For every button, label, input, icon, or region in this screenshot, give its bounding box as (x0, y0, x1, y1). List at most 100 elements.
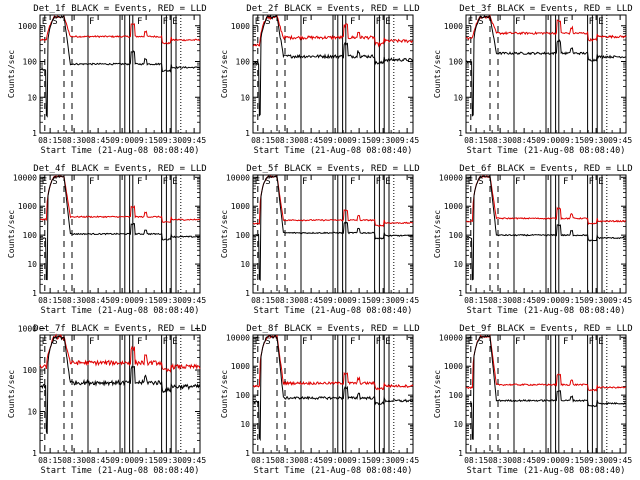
event-rate-line (252, 174, 414, 281)
x-tick-label: 09:15 (560, 136, 584, 145)
interval-flag-f: F (515, 177, 520, 187)
interval-flag-e: E (172, 337, 177, 347)
title-suffix: BLACK = Events, RED = LLD (284, 324, 419, 334)
interval-flag-s: S (52, 337, 57, 347)
x-tick-label: 08:45 (299, 456, 323, 465)
panel-title: Det_8f BLACK = Events, RED = LLD (246, 324, 419, 334)
title-suffix: BLACK = Events, RED = LLD (497, 324, 632, 334)
event-rate-line (466, 174, 627, 281)
x-tick-label: 08:15 (38, 136, 62, 145)
detector-name: Det_5f (246, 164, 279, 174)
panel-det_7f: Det_7f BLACK = Events, RED = LLD 1 10 100 10… (7, 324, 207, 476)
y-tick-label: 1 (458, 449, 463, 458)
x-tick-label: 09:00 (536, 296, 560, 305)
interval-flag-e: E (385, 177, 390, 187)
y-tick-label: 100 (23, 366, 38, 375)
x-tick-label: 09:15 (560, 456, 584, 465)
panel-title: Det_1f BLACK = Events, RED = LLD (33, 4, 206, 14)
x-tick-label: 09:45 (608, 136, 632, 145)
x-tick-label: 08:15 (251, 456, 275, 465)
interval-flag-s: S (265, 17, 270, 27)
event-rate-line (465, 334, 627, 440)
y-tick-label: 100 (236, 391, 251, 400)
x-tick-label: 08:15 (464, 296, 488, 305)
panel-det_9f: Det_9f BLACK = Events, RED = LLD 1 10 100 10… (433, 324, 633, 476)
y-axis-label: Counts/sec (7, 370, 16, 418)
x-tick-label: 09:30 (371, 456, 395, 465)
y-tick-label: 10 (27, 408, 37, 417)
interval-flag-e: E (255, 177, 260, 187)
x-tick-label: 08:45 (86, 296, 110, 305)
y-tick-label: 10000 (226, 333, 250, 342)
title-suffix: BLACK = Events, RED = LLD (71, 4, 206, 14)
x-tick-label: 09:00 (110, 456, 134, 465)
x-tick-label: 09:15 (347, 456, 371, 465)
x-tick-label: 09:15 (347, 296, 371, 305)
interval-flag-e: E (598, 177, 603, 187)
y-tick-label: 10 (27, 260, 37, 269)
y-tick-label: 100 (23, 58, 38, 67)
x-tick-label: 09:15 (347, 136, 371, 145)
interval-flag-f: F (89, 337, 94, 347)
event-rate-line (252, 14, 414, 117)
x-tick-label: 08:15 (38, 296, 62, 305)
detector-name: Det_2f (246, 4, 279, 14)
x-tick-label: 09:30 (158, 296, 182, 305)
event-rate-line (39, 335, 201, 435)
y-tick-label: 1000 (444, 22, 463, 31)
x-tick-label: 09:15 (134, 136, 158, 145)
interval-flag-f: F (137, 337, 142, 347)
detector-name: Det_9f (459, 324, 492, 334)
x-tick-label: 08:45 (512, 296, 536, 305)
title-suffix: BLACK = Events, RED = LLD (497, 164, 632, 174)
interval-flag-f: F (589, 337, 594, 347)
y-tick-label: 1000 (444, 362, 463, 371)
panel-title: Det_9f BLACK = Events, RED = LLD (459, 324, 632, 334)
x-tick-label: 09:30 (158, 456, 182, 465)
x-tick-label: 08:30 (62, 136, 86, 145)
x-axis-label: Start Time (21-Aug-08 08:08:40) (254, 146, 413, 156)
interval-flag-e: E (42, 17, 47, 27)
title-suffix: BLACK = Events, RED = LLD (497, 4, 632, 14)
y-tick-label: 10 (240, 93, 250, 102)
detector-name: Det_8f (246, 324, 279, 334)
lld-rate-line (252, 334, 414, 391)
detector-name: Det_4f (33, 164, 66, 174)
title-suffix: BLACK = Events, RED = LLD (284, 164, 419, 174)
x-axis-label: Start Time (21-Aug-08 08:08:40) (41, 146, 200, 156)
interval-flag-f: F (350, 17, 355, 27)
y-tick-label: 10 (453, 260, 463, 269)
x-tick-label: 09:00 (536, 136, 560, 145)
x-tick-label: 08:45 (86, 456, 110, 465)
interval-flag-f: F (89, 177, 94, 187)
y-tick-label: 100 (449, 58, 464, 67)
y-axis-label: Counts/sec (433, 370, 442, 418)
y-tick-label: 100 (236, 58, 251, 67)
x-tick-label: 09:00 (323, 136, 347, 145)
interval-flag-e: E (385, 17, 390, 27)
x-tick-label: 08:15 (464, 136, 488, 145)
panel-det_1f: Det_1f BLACK = Events, RED = LLD 1 10 100 10… (7, 4, 207, 156)
interval-flag-s: S (478, 17, 483, 27)
interval-flag-e: E (385, 337, 390, 347)
interval-flag-f: F (302, 337, 307, 347)
y-tick-label: 100 (236, 231, 251, 240)
x-axis-label: Start Time (21-Aug-08 08:08:40) (467, 466, 626, 476)
x-tick-label: 08:45 (512, 456, 536, 465)
lld-rate-line (465, 334, 627, 392)
interval-flag-f: F (163, 177, 168, 187)
x-tick-label: 09:15 (134, 296, 158, 305)
interval-flag-f: F (563, 17, 568, 27)
interval-flag-e: E (172, 17, 177, 27)
panel-title: Det_4f BLACK = Events, RED = LLD (33, 164, 206, 174)
y-axis-label: Counts/sec (220, 370, 229, 418)
y-tick-label: 1 (458, 129, 463, 138)
y-tick-label: 1000 (18, 22, 37, 31)
x-tick-label: 08:30 (275, 136, 299, 145)
y-tick-label: 10000 (439, 173, 463, 182)
panel-det_4f: Det_4f BLACK = Events, RED = LLD 1 10 100 10… (7, 164, 207, 316)
interval-flag-f: F (589, 17, 594, 27)
x-tick-label: 08:30 (62, 296, 86, 305)
y-tick-label: 1 (32, 129, 37, 138)
